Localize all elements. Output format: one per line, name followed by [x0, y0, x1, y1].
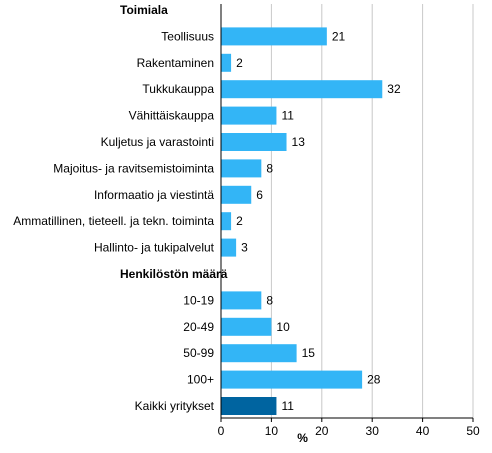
labels: Toimiala Teollisuus 21 Rakentaminen 2 Tukkuka… — [13, 3, 401, 413]
value-label: 15 — [302, 346, 316, 360]
category-label: 50-99 — [183, 346, 214, 360]
category-label: Ammatillinen, tieteell. ja tekn. toimint… — [13, 214, 214, 228]
value-label: 21 — [332, 29, 346, 43]
value-label: 28 — [367, 373, 381, 387]
value-label: 13 — [292, 135, 306, 149]
value-label: 6 — [256, 188, 263, 202]
x-axis-unit-label: % — [297, 431, 308, 445]
value-label: 2 — [236, 214, 243, 228]
bar — [221, 185, 252, 204]
bar — [221, 106, 277, 125]
category-label: Tukkukauppa — [142, 82, 214, 96]
bar — [221, 370, 363, 389]
bar — [221, 212, 232, 231]
x-tick-label: 50 — [466, 424, 480, 438]
bar — [221, 397, 277, 415]
category-label: Vähittäiskauppa — [129, 109, 215, 123]
bar — [221, 344, 297, 363]
bar — [221, 80, 383, 99]
group-header: Toimiala — [120, 3, 168, 17]
bar — [221, 133, 287, 151]
category-label: Majoitus- ja ravitsemistoiminta — [53, 161, 214, 175]
value-label: 11 — [281, 109, 294, 123]
bar — [221, 159, 262, 178]
bar — [221, 238, 237, 257]
category-label: Teollisuus — [161, 29, 214, 43]
value-label: 2 — [236, 56, 243, 70]
category-label: 100+ — [187, 373, 214, 387]
category-label: 20-49 — [183, 320, 214, 334]
bars — [221, 27, 383, 415]
x-tick-label: 20 — [315, 424, 329, 438]
x-axis: 0 10 20 30 40 50 — [218, 4, 480, 438]
value-label: 8 — [266, 293, 273, 307]
bar — [221, 291, 262, 310]
bar — [221, 53, 232, 72]
x-tick-label: 10 — [265, 424, 279, 438]
value-label: 11 — [281, 399, 294, 413]
category-label: Kuljetus ja varastointi — [101, 135, 214, 149]
category-label: Informaatio ja viestintä — [94, 188, 214, 202]
x-tick-label: 40 — [416, 424, 430, 438]
group-header: Henkilöstön määrä — [120, 267, 228, 281]
value-label: 3 — [241, 241, 248, 255]
value-label: 10 — [276, 320, 290, 334]
category-label: 10-19 — [183, 293, 214, 307]
category-label: Hallinto- ja tukipalvelut — [94, 241, 215, 255]
category-label: Rakentaminen — [137, 56, 214, 70]
value-label: 8 — [266, 161, 273, 175]
bar — [221, 317, 272, 336]
bar — [221, 27, 327, 46]
value-label: 32 — [387, 82, 401, 96]
x-tick-label: 0 — [218, 424, 225, 438]
category-label: Kaikki yritykset — [135, 399, 215, 413]
x-tick-label: 30 — [366, 424, 380, 438]
